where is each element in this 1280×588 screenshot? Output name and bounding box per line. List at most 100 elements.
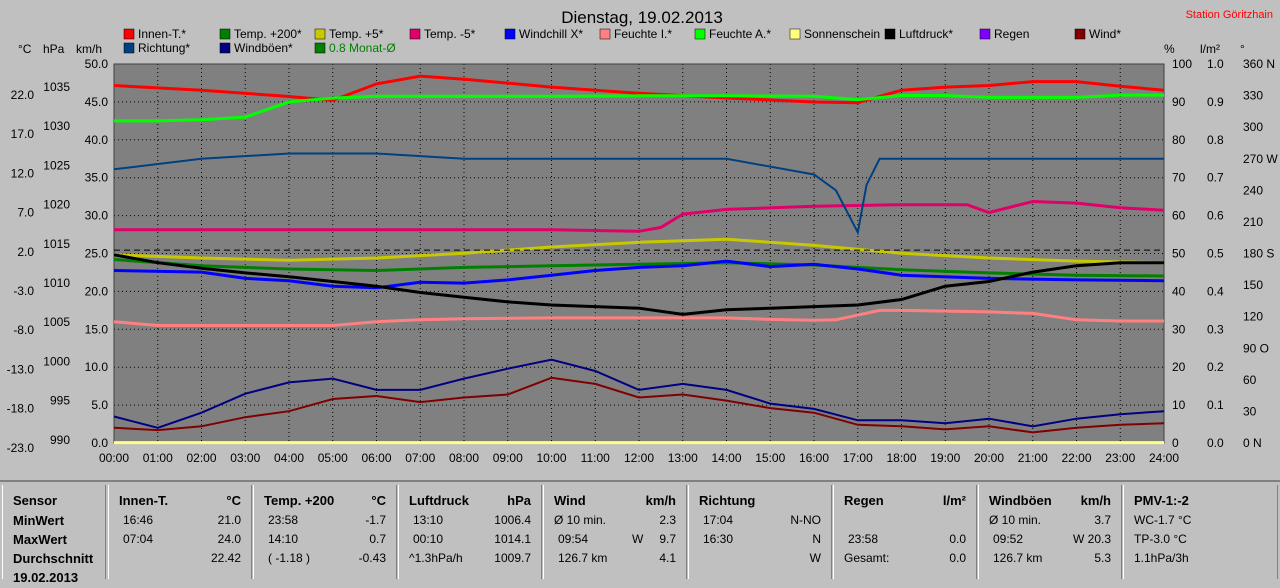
y-tick-hpa: 1025 xyxy=(43,158,70,172)
y-tick-degree: 240 xyxy=(1243,183,1263,197)
row-label-avg: Durchschnitt xyxy=(13,551,94,566)
y-tick-percent: 90 xyxy=(1172,95,1186,109)
luftdruck-unit: hPa xyxy=(507,493,531,508)
panel-regen: Regen l/m² 23:58 0.0 Gesamt: 0.0 xyxy=(833,485,977,579)
panel-richtung: Richtung 17:04 N-NO 16:30 N W xyxy=(688,485,832,579)
wind-avg-value: 4.1 xyxy=(659,551,676,565)
y-tick-hpa: 1035 xyxy=(43,80,70,94)
x-tick-label: 04:00 xyxy=(274,451,304,465)
series-line-2 xyxy=(113,237,1165,265)
legend-swatch xyxy=(219,42,231,54)
y-tick-rain: 0.2 xyxy=(1207,360,1224,374)
stats-table: Sensor MinWert MaxWert Durchschnitt 19.0… xyxy=(0,480,1280,585)
legend-swatch xyxy=(789,28,801,40)
y-tick-percent: 50 xyxy=(1172,247,1186,261)
legend: Innen-T.* Temp. +200* Temp. +5* Temp. -5* Wi… xyxy=(123,27,1121,55)
y-tick-rain: 0.8 xyxy=(1207,133,1224,147)
legend-swatch xyxy=(599,28,611,40)
series-line-6 xyxy=(114,93,1164,123)
y-tick-celsius: 12.0 xyxy=(11,166,35,180)
y-tick-rain: 0.0 xyxy=(1207,436,1224,450)
y-tick-celsius: 22.0 xyxy=(11,88,35,102)
luftdruck-avg-value: 1009.7 xyxy=(494,551,531,565)
y-tick-hpa: 1015 xyxy=(43,237,70,251)
temp200-unit: °C xyxy=(371,493,386,508)
y-tick-percent: 20 xyxy=(1172,360,1186,374)
y-tick-hpa: 1020 xyxy=(43,198,70,212)
richtung-avg-value: W xyxy=(809,551,821,565)
wind-max-time: 09:54 xyxy=(558,532,589,546)
temp200-min-value: -1.7 xyxy=(365,513,386,527)
windboeen-head: Windböen xyxy=(989,493,1052,508)
y-tick-celsius: -18.0 xyxy=(7,402,35,416)
x-tick-label: 24:00 xyxy=(1149,451,1179,465)
innen-max-value: 24.0 xyxy=(217,532,241,546)
legend-swatch xyxy=(123,28,135,40)
legend-swatch xyxy=(1074,28,1086,40)
richtung-max-value: N xyxy=(812,532,821,546)
y-tick-degree: 180 S xyxy=(1243,247,1274,261)
legend-label: Regen xyxy=(994,27,1029,41)
legend-swatch xyxy=(314,42,326,54)
y-tick-celsius: -23.0 xyxy=(7,441,35,455)
panel-temp200: Temp. +200 °C 23:58 -1.7 14:10 0.7 ( -1.18 … xyxy=(253,485,397,579)
y-tick-rain: 0.6 xyxy=(1207,209,1224,223)
innen-min-value: 21.0 xyxy=(217,513,241,527)
series-line-10 xyxy=(113,152,1164,236)
y-tick-rain: 0.1 xyxy=(1207,398,1224,412)
regen-avg-value: 0.0 xyxy=(949,551,966,565)
y-tick-kmh: 15.0 xyxy=(85,322,109,336)
regen-max-value: 0.0 xyxy=(949,532,966,546)
windboeen-max-value: 20.3 xyxy=(1087,532,1111,546)
row-label-min: MinWert xyxy=(13,513,65,528)
weather-chart: 00:00 01:00 02:00 03:00 04:00 05:00 06:00 07:00… xyxy=(6,8,1279,465)
luftdruck-min-value: 1006.4 xyxy=(494,513,531,527)
legend-swatch xyxy=(219,28,231,40)
series-line-3 xyxy=(114,199,1165,233)
legend-label: Innen-T.* xyxy=(138,27,186,41)
unit-percent: % xyxy=(1164,42,1175,56)
y-tick-percent: 40 xyxy=(1172,284,1186,298)
legend-label: Temp. +5* xyxy=(329,27,384,41)
y-tick-degree: 330 xyxy=(1243,89,1263,103)
y-tick-degree: 30 xyxy=(1243,404,1257,418)
chart-title: Dienstag, 19.02.2013 xyxy=(561,8,723,27)
wind-avg-note: 126.7 km xyxy=(558,551,608,565)
y-tick-percent: 100 xyxy=(1172,57,1192,71)
legend-label: Luftdruck* xyxy=(899,27,953,41)
y-tick-kmh: 0.0 xyxy=(91,436,108,450)
legend-label: Temp. +200* xyxy=(234,27,302,41)
luftdruck-min-time: 13:10 xyxy=(413,513,444,527)
x-tick-label: 08:00 xyxy=(449,451,479,465)
row-label-max: MaxWert xyxy=(13,532,67,547)
x-tick-label: 11:00 xyxy=(581,451,610,465)
row-label-date: 19.02.2013 xyxy=(13,570,79,585)
x-tick-label: 22:00 xyxy=(1061,451,1091,465)
x-tick-label: 05:00 xyxy=(318,451,348,465)
x-tick-label: 07:00 xyxy=(405,451,435,465)
panel-innen: Innen-T. °C 16:46 21.0 07:04 24.0 22.42 xyxy=(108,485,252,579)
y-tick-hpa: 1010 xyxy=(43,276,70,290)
wind-unit: km/h xyxy=(645,493,676,508)
innen-avg-value: 22.42 xyxy=(210,551,241,565)
pmv-min-value: WC-1.7 °C xyxy=(1134,513,1192,527)
y-tick-rain: 0.9 xyxy=(1207,95,1224,109)
y-tick-kmh: 25.0 xyxy=(85,247,109,261)
wind-max-dir: W xyxy=(632,532,644,546)
series-line-7 xyxy=(113,253,1164,316)
y-tick-rain: 0.5 xyxy=(1207,247,1224,261)
x-tick-label: 23:00 xyxy=(1105,451,1135,465)
luftdruck-max-time: 00:10 xyxy=(413,532,444,546)
series-line-5 xyxy=(113,308,1164,327)
wind-max-value: 9.7 xyxy=(659,532,676,546)
series-line-0 xyxy=(113,74,1165,105)
y-tick-degree: 0 N xyxy=(1243,436,1262,450)
unit-degree: ° xyxy=(1240,42,1245,56)
y-tick-degree: 90 O xyxy=(1243,341,1269,355)
windboeen-avg-note: 126.7 km xyxy=(993,551,1043,565)
richtung-min-value: N-NO xyxy=(790,513,821,527)
series-line-1 xyxy=(113,258,1165,278)
chart-svg: 00:00 01:00 02:00 03:00 04:00 05:00 06:00 07:00… xyxy=(7,8,1279,465)
y-tick-hpa: 1030 xyxy=(43,119,70,133)
y-tick-celsius: 7.0 xyxy=(17,206,34,220)
